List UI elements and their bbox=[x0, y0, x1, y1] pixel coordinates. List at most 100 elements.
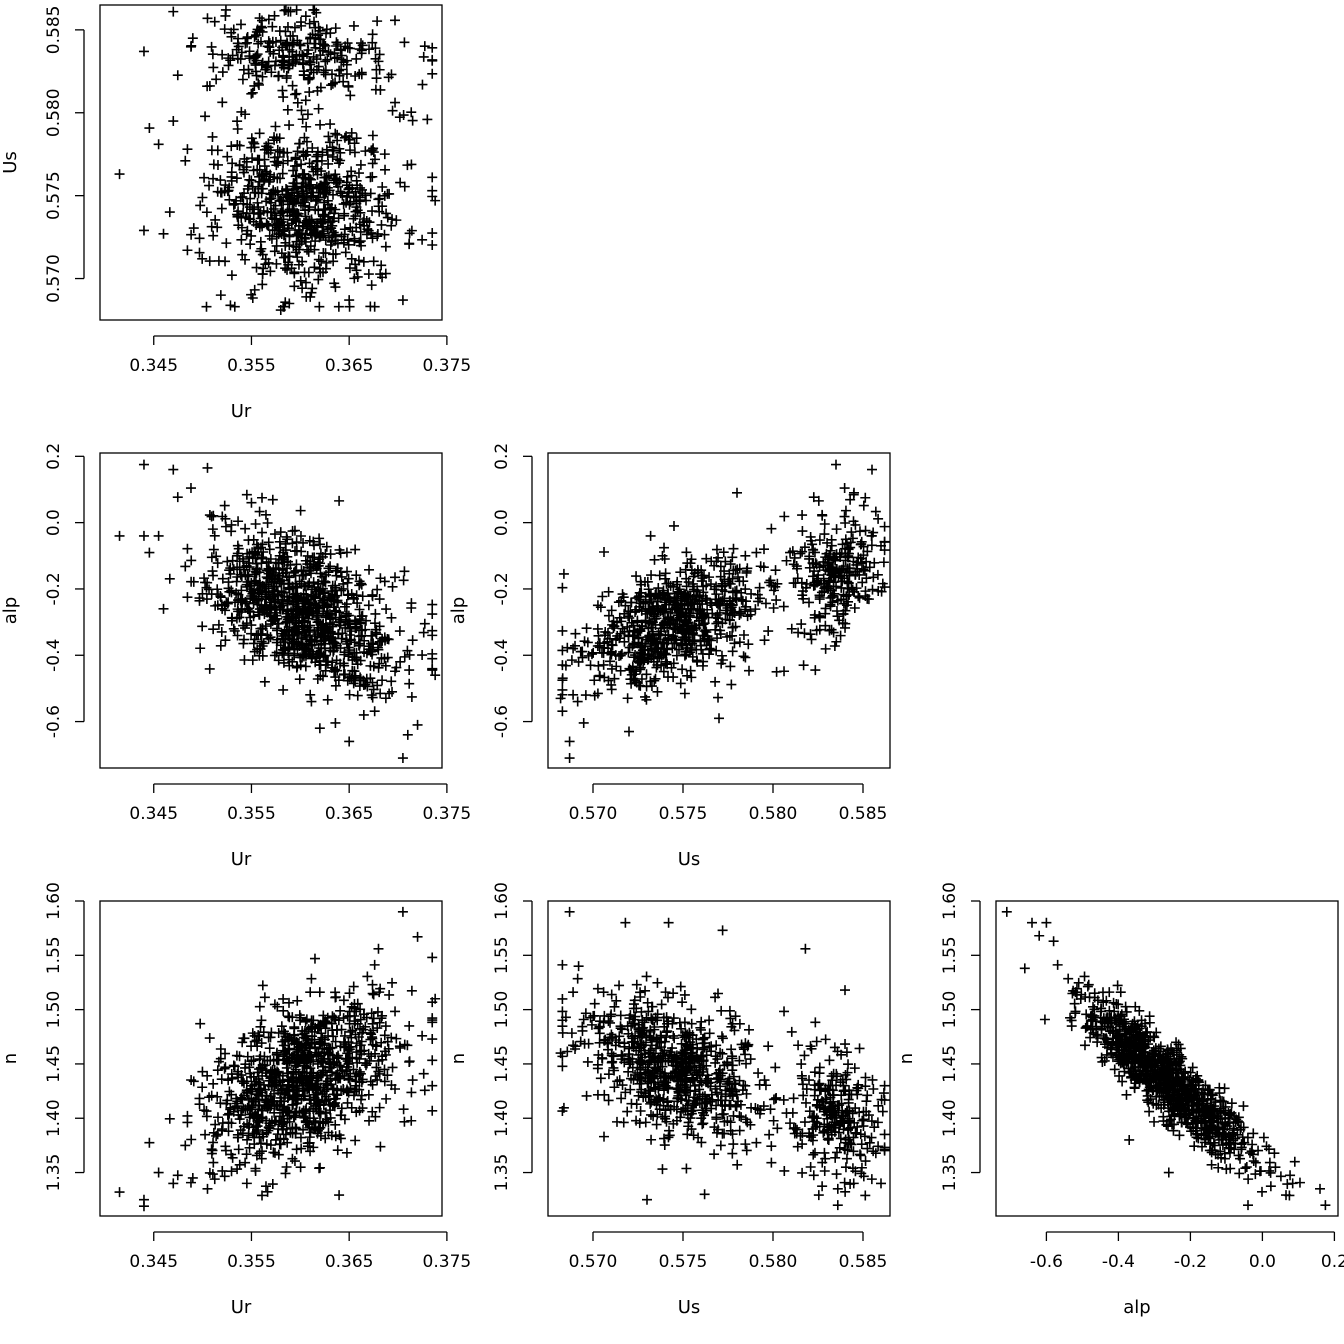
data-point bbox=[344, 295, 355, 306]
data-point bbox=[187, 33, 198, 44]
data-point bbox=[182, 592, 193, 603]
data-point bbox=[344, 145, 355, 156]
data-point bbox=[330, 717, 341, 728]
data-point bbox=[304, 56, 315, 67]
data-point bbox=[269, 132, 280, 143]
data-point bbox=[831, 1169, 842, 1180]
data-point bbox=[717, 1109, 728, 1120]
data-point bbox=[286, 263, 297, 274]
data-point bbox=[309, 220, 320, 231]
data-point bbox=[333, 158, 344, 169]
data-point bbox=[315, 50, 326, 61]
data-point bbox=[350, 211, 361, 222]
data-point bbox=[248, 165, 259, 176]
data-point bbox=[841, 1153, 852, 1164]
data-point bbox=[572, 973, 583, 984]
data-point bbox=[296, 159, 307, 170]
data-point bbox=[839, 1177, 850, 1188]
data-point bbox=[611, 661, 622, 672]
data-point bbox=[271, 258, 282, 269]
data-point bbox=[287, 46, 298, 57]
data-point bbox=[182, 144, 193, 155]
data-point bbox=[269, 529, 280, 540]
data-point bbox=[412, 719, 423, 730]
data-point bbox=[291, 170, 302, 181]
data-point bbox=[247, 181, 258, 192]
data-point bbox=[736, 1112, 747, 1123]
data-point bbox=[615, 665, 626, 676]
y-axis-label: alp bbox=[0, 597, 21, 624]
data-point bbox=[241, 156, 252, 167]
data-point bbox=[732, 1159, 743, 1170]
data-point bbox=[375, 1141, 386, 1152]
data-point bbox=[246, 497, 257, 508]
data-point bbox=[404, 1020, 415, 1031]
data-point bbox=[750, 604, 761, 615]
data-point bbox=[615, 1023, 626, 1034]
data-point bbox=[819, 518, 830, 529]
data-point bbox=[675, 567, 686, 578]
data-point bbox=[144, 1137, 155, 1148]
y-tick-label: 0.0 bbox=[492, 509, 512, 536]
data-point bbox=[237, 74, 248, 85]
data-point bbox=[357, 184, 368, 195]
data-point bbox=[404, 678, 415, 689]
data-point bbox=[659, 542, 670, 553]
data-point bbox=[840, 505, 851, 516]
data-point bbox=[295, 40, 306, 51]
y-tick-label: 0.2 bbox=[492, 443, 512, 470]
data-point bbox=[291, 183, 302, 194]
data-point bbox=[339, 132, 350, 143]
data-point bbox=[326, 223, 337, 234]
data-point bbox=[341, 177, 352, 188]
data-point bbox=[570, 628, 581, 639]
data-point bbox=[256, 243, 267, 254]
data-point bbox=[607, 1056, 618, 1067]
data-point bbox=[284, 251, 295, 262]
data-point bbox=[228, 1060, 239, 1071]
data-point bbox=[367, 233, 378, 244]
data-point bbox=[313, 103, 324, 114]
data-point bbox=[246, 628, 257, 639]
data-point bbox=[335, 147, 346, 158]
data-point bbox=[870, 1148, 881, 1159]
data-point bbox=[332, 39, 343, 50]
data-point bbox=[232, 116, 243, 127]
data-point bbox=[315, 1162, 326, 1173]
y-tick-label: 1.50 bbox=[492, 991, 512, 1029]
data-point bbox=[264, 544, 275, 555]
data-point bbox=[164, 1113, 175, 1124]
data-point bbox=[808, 1149, 819, 1160]
data-point bbox=[186, 1134, 197, 1145]
data-point bbox=[186, 40, 197, 51]
data-point bbox=[251, 219, 262, 230]
data-point bbox=[306, 287, 317, 298]
data-point bbox=[261, 196, 272, 207]
data-point bbox=[402, 729, 413, 740]
data-point bbox=[209, 16, 220, 27]
data-point bbox=[350, 71, 361, 82]
data-point bbox=[249, 204, 260, 215]
data-point bbox=[232, 1164, 243, 1175]
data-point bbox=[247, 292, 258, 303]
data-point bbox=[427, 630, 438, 641]
data-point bbox=[713, 692, 724, 703]
data-point bbox=[557, 625, 568, 636]
data-point bbox=[652, 977, 663, 988]
data-point bbox=[314, 987, 325, 998]
data-point bbox=[376, 260, 387, 271]
data-point bbox=[279, 56, 290, 67]
data-point bbox=[295, 275, 306, 286]
data-point bbox=[681, 547, 692, 558]
data-point bbox=[558, 568, 569, 579]
data-point bbox=[278, 684, 289, 695]
data-point bbox=[562, 1046, 573, 1057]
data-point bbox=[814, 1068, 825, 1079]
data-point bbox=[212, 558, 223, 569]
data-point bbox=[839, 511, 850, 522]
data-point bbox=[253, 208, 264, 219]
data-point bbox=[282, 220, 293, 231]
y-tick-label: 0.2 bbox=[44, 443, 64, 470]
scatter-panel-Ur-vs-alp: 0.345 0.355 0.365 0.375Ur-0.6-0.4-0.20.00.2… bbox=[0, 443, 471, 870]
data-point bbox=[406, 691, 417, 702]
